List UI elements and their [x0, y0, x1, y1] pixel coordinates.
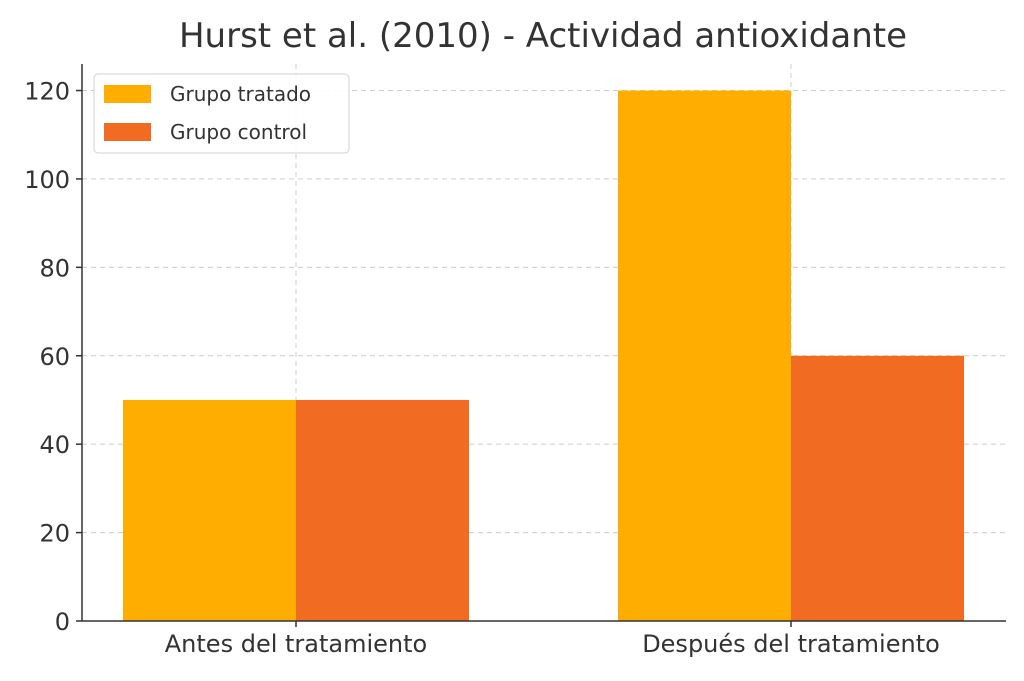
y-tick-label: 100	[24, 166, 70, 194]
legend-box	[93, 73, 350, 154]
y-tick-label: 40	[39, 431, 70, 459]
y-tick-label: 20	[39, 520, 70, 548]
bar-control-0	[296, 399, 469, 621]
tick-labels: 0 20 40 60 80 100 120 Antes del tratamiento Desp…	[24, 78, 940, 658]
bars	[123, 90, 964, 622]
bar-tratado-1	[618, 90, 791, 622]
chart-title: Hurst et al. (2010) - Actividad antioxid…	[179, 16, 907, 56]
y-tick-label: 120	[24, 78, 70, 106]
legend-label-0: Grupo tratado	[170, 82, 311, 106]
y-tick-label: 0	[55, 608, 70, 636]
x-category-label: Después del tratamiento	[642, 630, 940, 658]
axes	[76, 64, 1006, 627]
x-category-label: Antes del tratamiento	[165, 630, 427, 658]
bar-control-1	[791, 355, 964, 621]
bar-tratado-0	[123, 399, 296, 621]
legend-swatch-0	[104, 85, 151, 103]
y-tick-label: 60	[39, 343, 70, 371]
legend-swatch-1	[104, 123, 151, 141]
legend-label-1: Grupo control	[170, 120, 307, 144]
legend: Grupo tratado Grupo control	[93, 73, 350, 154]
y-tick-label: 80	[39, 254, 70, 282]
